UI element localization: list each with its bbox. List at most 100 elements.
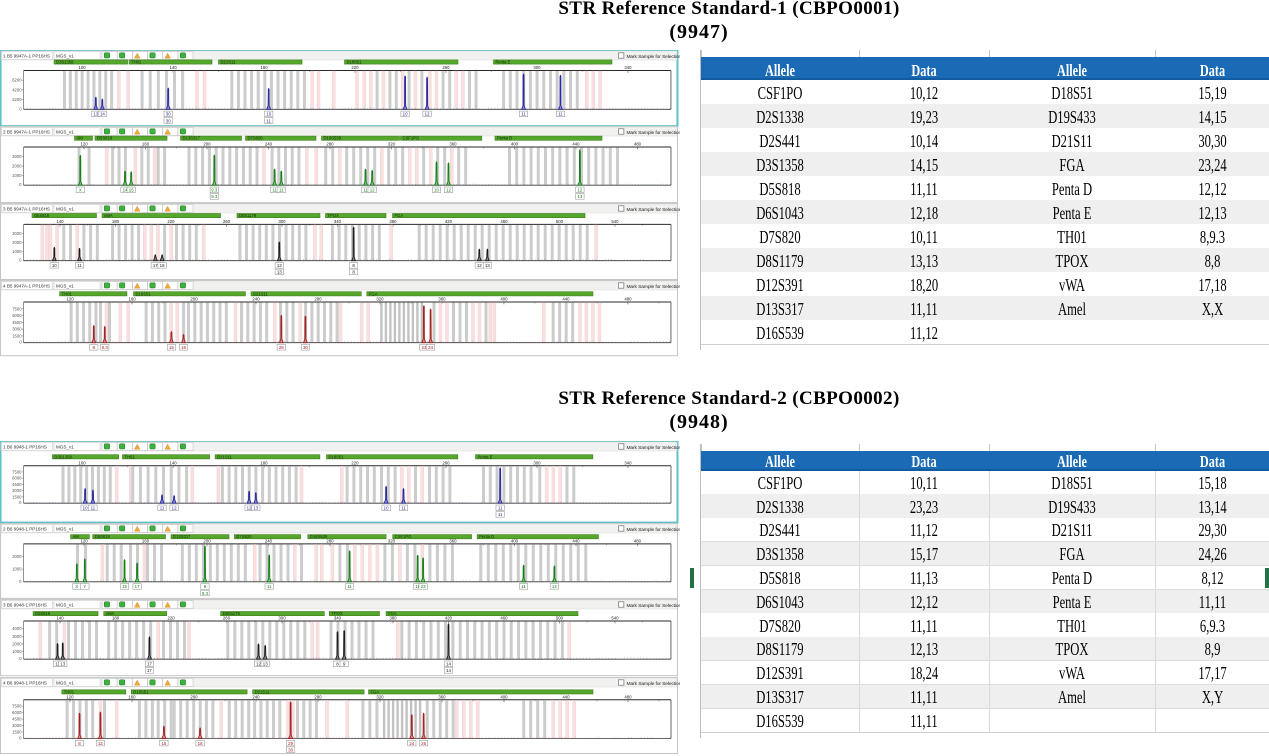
svg-text:12: 12 [425, 111, 430, 116]
svg-text:3000: 3000 [12, 488, 22, 493]
svg-text:29: 29 [279, 345, 284, 350]
svg-text:13: 13 [277, 263, 282, 268]
svg-text:23: 23 [421, 345, 426, 350]
svg-text:260: 260 [223, 219, 231, 224]
svg-text:0: 0 [19, 579, 22, 584]
svg-text:12: 12 [256, 662, 261, 667]
svg-text:D5S818: D5S818 [95, 535, 111, 540]
svg-text:380: 380 [389, 219, 397, 224]
svg-text:D13S317: D13S317 [183, 136, 201, 141]
svg-text:TH01: TH01 [62, 292, 73, 297]
svg-text:320: 320 [376, 694, 384, 699]
svg-text:480: 480 [624, 297, 632, 302]
svg-text:340: 340 [624, 65, 632, 70]
svg-text:480: 480 [634, 539, 642, 544]
svg-text:13: 13 [263, 662, 268, 667]
svg-text:TH01: TH01 [124, 455, 135, 460]
svg-text:Penta D: Penta D [479, 535, 494, 540]
svg-text:9.3: 9.3 [202, 591, 209, 596]
svg-text:440: 440 [562, 694, 570, 699]
svg-text:540: 540 [611, 616, 619, 621]
svg-text:4500: 4500 [12, 716, 22, 721]
svg-text:0: 0 [19, 735, 22, 740]
svg-text:420: 420 [445, 616, 453, 621]
svg-text:30: 30 [303, 345, 308, 350]
svg-text:400: 400 [500, 694, 508, 699]
svg-text:Mark Sample for Selection: Mark Sample for Selection [626, 53, 680, 59]
svg-text:11: 11 [55, 662, 60, 667]
svg-text:D5S818: D5S818 [35, 611, 51, 616]
svg-text:9.3: 9.3 [211, 194, 218, 199]
svg-text:3000: 3000 [12, 154, 22, 159]
svg-text:2 B5 9947A-1 PP16HS: 2 B5 9947A-1 PP16HS [3, 130, 50, 135]
svg-text:D21S11: D21S11 [221, 59, 236, 64]
svg-text:11: 11 [498, 512, 503, 517]
svg-text:2000: 2000 [12, 642, 22, 647]
svg-text:24: 24 [428, 345, 433, 350]
svg-text:180: 180 [112, 219, 120, 224]
svg-text:11: 11 [77, 263, 82, 268]
svg-text:MGS_v1: MGS_v1 [56, 284, 74, 289]
svg-text:17: 17 [135, 585, 140, 590]
svg-text:D21S11: D21S11 [253, 292, 268, 297]
svg-text:280: 280 [314, 297, 322, 302]
svg-text:13: 13 [277, 270, 282, 275]
svg-text:15: 15 [161, 740, 166, 745]
svg-text:400: 400 [511, 539, 519, 544]
svg-text:540: 540 [611, 219, 619, 224]
svg-text:280: 280 [326, 142, 334, 147]
svg-text:440: 440 [572, 142, 580, 147]
svg-text:3000: 3000 [12, 231, 22, 236]
svg-text:2000: 2000 [12, 240, 22, 245]
svg-text:120: 120 [80, 539, 88, 544]
svg-text:120: 120 [66, 297, 74, 302]
svg-text:11: 11 [363, 188, 368, 193]
svg-text:140: 140 [169, 65, 177, 70]
svg-text:0: 0 [19, 258, 22, 263]
svg-text:320: 320 [376, 297, 384, 302]
svg-text:30: 30 [166, 111, 171, 116]
svg-text:220: 220 [351, 461, 359, 466]
svg-text:MGS_v1: MGS_v1 [56, 130, 74, 135]
svg-text:440: 440 [572, 539, 580, 544]
svg-text:14: 14 [446, 668, 451, 673]
svg-text:0: 0 [19, 182, 22, 187]
svg-text:14: 14 [123, 188, 128, 193]
svg-text:300: 300 [533, 65, 541, 70]
svg-text:vWA: vWA [104, 213, 113, 218]
svg-text:AM: AM [73, 535, 80, 540]
svg-text:D3S1358: D3S1358 [56, 59, 74, 64]
svg-text:1500: 1500 [12, 334, 22, 339]
svg-text:120: 120 [66, 694, 74, 699]
svg-text:Y: Y [83, 585, 86, 590]
svg-text:Mark Sample for Selection: Mark Sample for Selection [626, 527, 680, 533]
svg-text:160: 160 [142, 539, 150, 544]
svg-text:11: 11 [160, 506, 165, 511]
svg-text:4 B6 9948-1 PP16HS: 4 B6 9948-1 PP16HS [3, 680, 47, 685]
svg-text:Mark Sample for Selection: Mark Sample for Selection [626, 603, 680, 609]
svg-text:220: 220 [167, 219, 175, 224]
svg-text:9.3: 9.3 [102, 345, 109, 350]
svg-text:13: 13 [93, 111, 98, 116]
svg-text:12: 12 [446, 188, 451, 193]
svg-text:Penta D: Penta D [497, 136, 512, 141]
svg-text:30: 30 [288, 747, 293, 752]
svg-text:Mark Sample for Selection: Mark Sample for Selection [626, 445, 680, 451]
svg-text:360: 360 [438, 694, 446, 699]
svg-text:MGS_v1: MGS_v1 [56, 680, 74, 685]
svg-text:D16S539: D16S539 [324, 136, 342, 141]
svg-text:4500: 4500 [12, 320, 22, 325]
svg-text:10: 10 [52, 263, 57, 268]
svg-text:6000: 6000 [12, 476, 22, 481]
svg-text:1 B5 9947A-1 PP16HS: 1 B5 9947A-1 PP16HS [3, 53, 50, 58]
svg-text:160: 160 [128, 694, 136, 699]
svg-text:480: 480 [634, 142, 642, 147]
svg-text:480: 480 [624, 694, 632, 699]
svg-text:18: 18 [198, 740, 203, 745]
svg-text:13: 13 [253, 506, 258, 511]
svg-text:FGA: FGA [371, 689, 380, 694]
svg-text:D5S818: D5S818 [34, 213, 50, 218]
svg-text:MGS_v1: MGS_v1 [56, 603, 74, 608]
svg-text:500: 500 [556, 219, 564, 224]
svg-text:6000: 6000 [12, 313, 22, 318]
